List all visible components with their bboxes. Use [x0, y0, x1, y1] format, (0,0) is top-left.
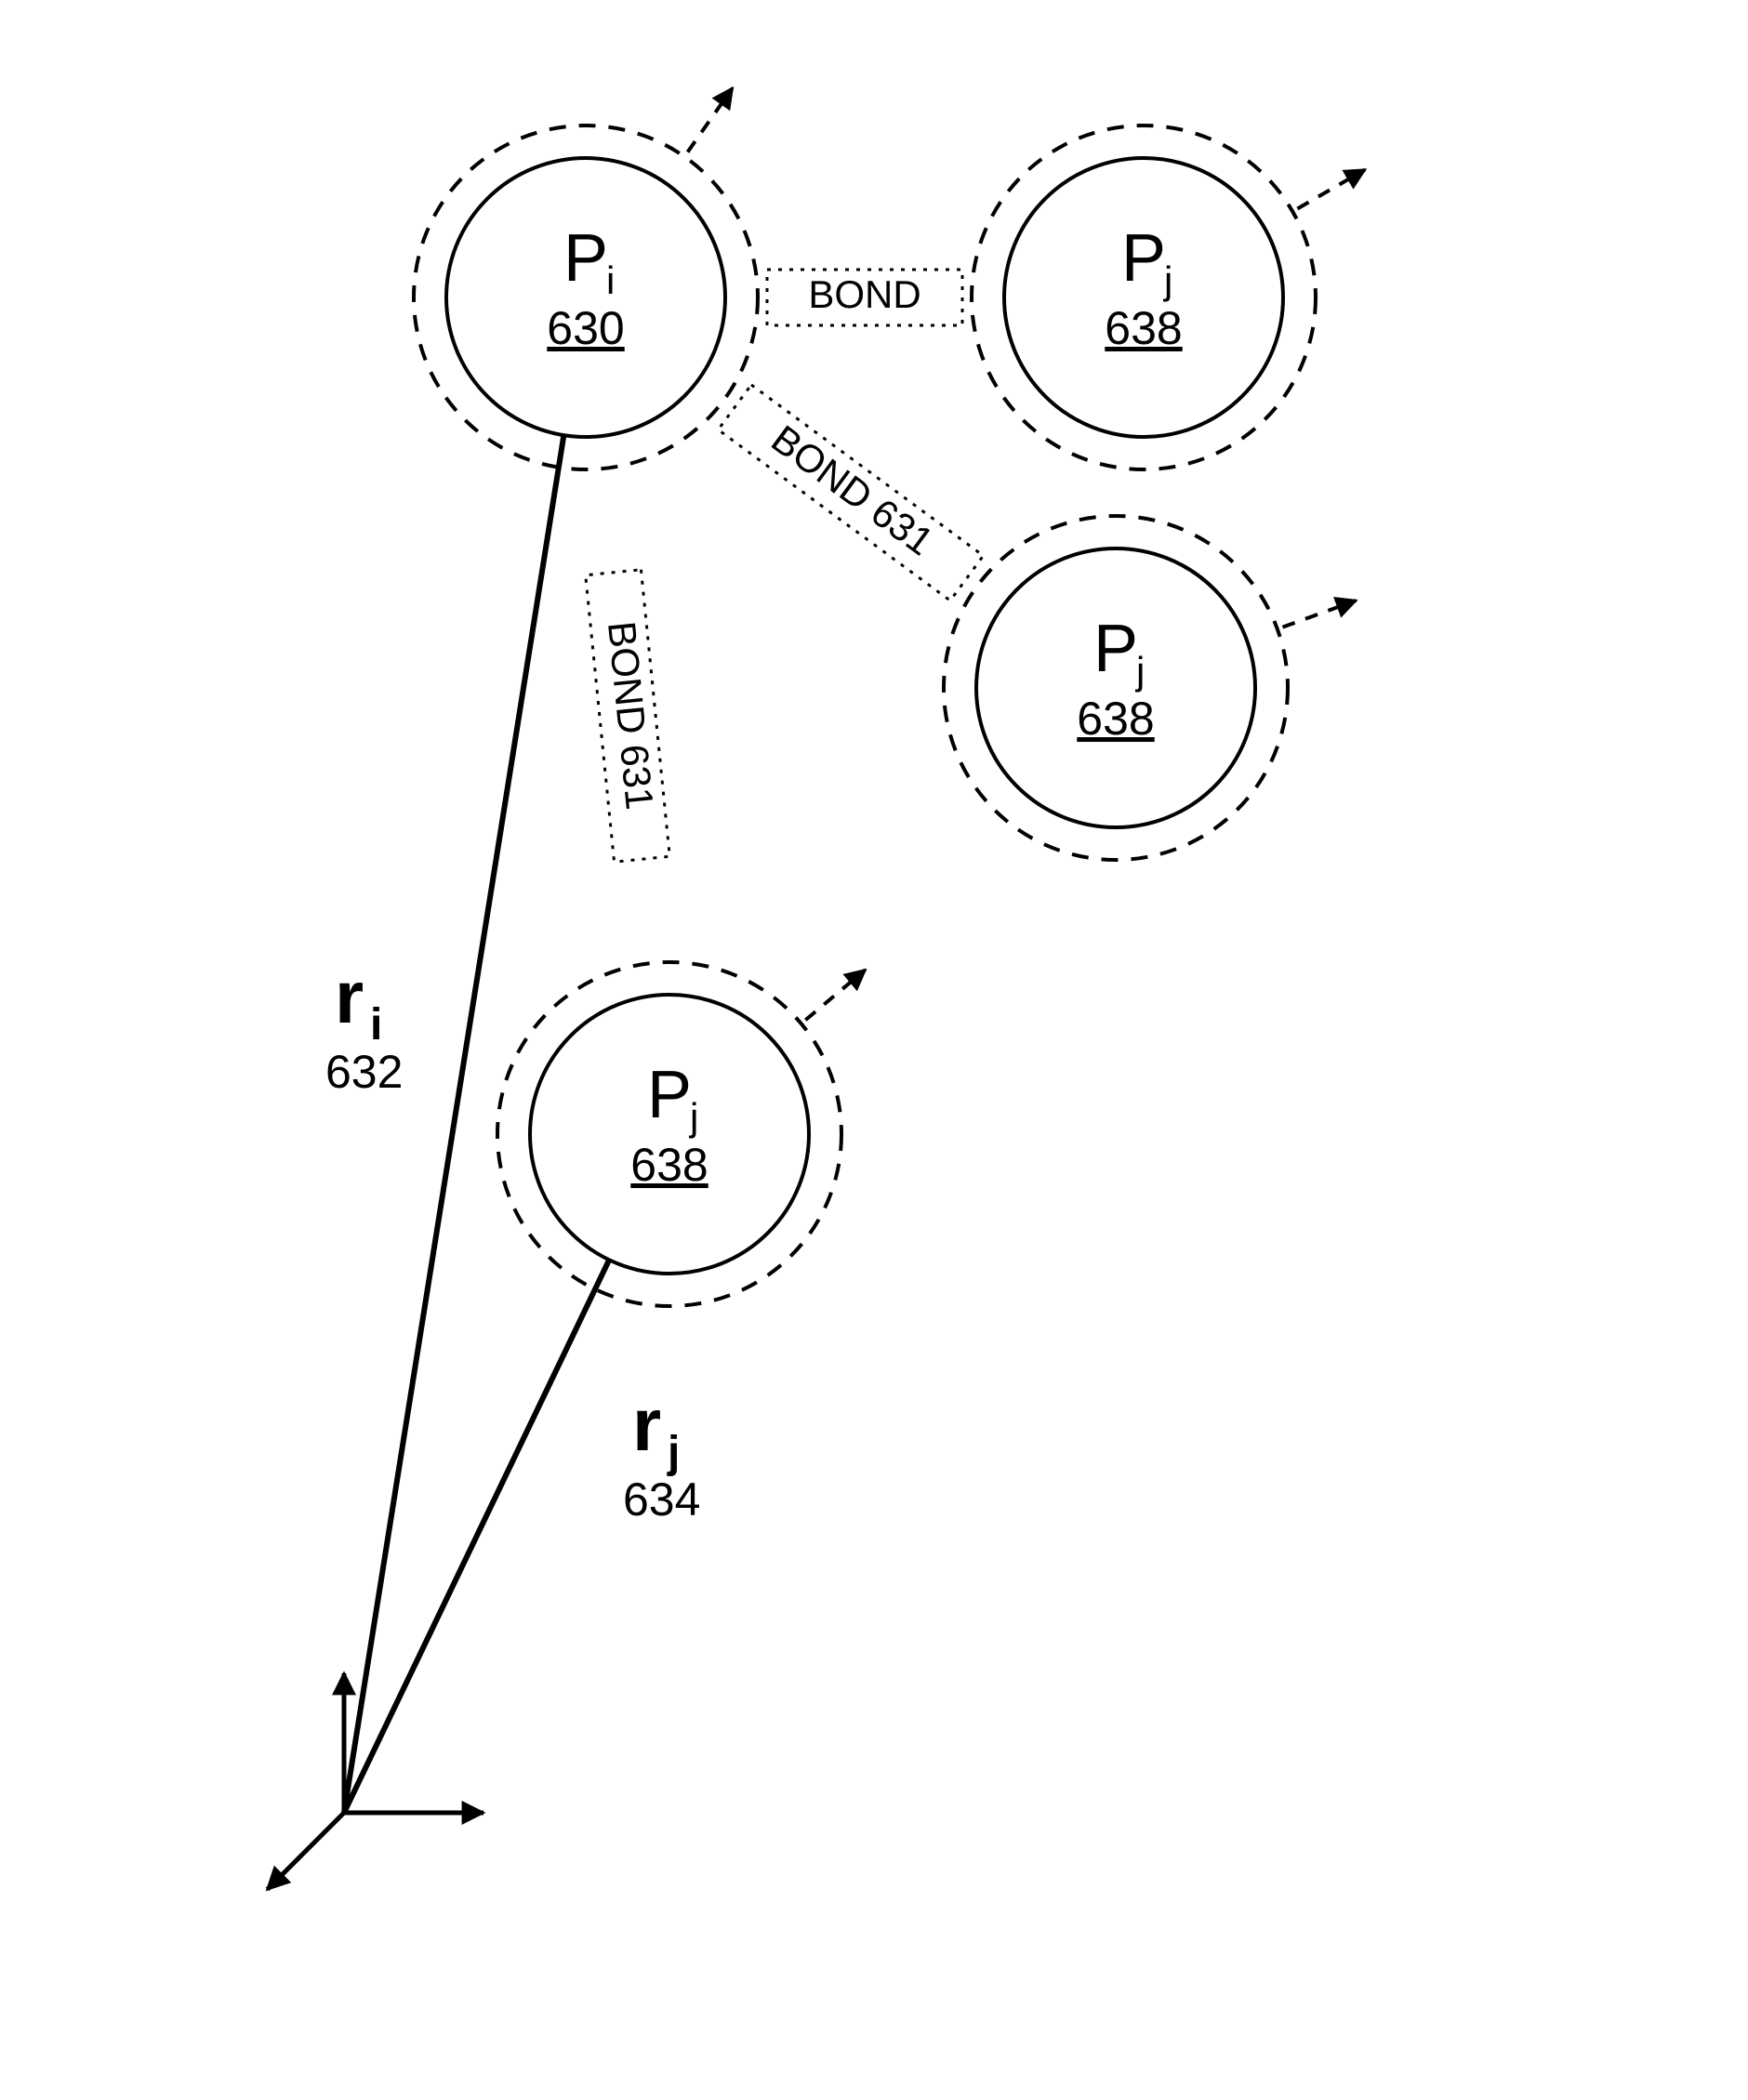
svg-text:r: r: [335, 956, 364, 1038]
bond: BOND 631: [718, 385, 983, 601]
particle-subscript: j: [1162, 258, 1172, 302]
particle-label: P: [563, 221, 608, 296]
particle-ref: 630: [547, 302, 624, 354]
particle-pj_bot: Pj638: [497, 962, 866, 1306]
bond: BOND: [767, 270, 962, 325]
inner-circle: [530, 995, 809, 1274]
svg-text:634: 634: [623, 1473, 700, 1525]
inner-circle: [976, 548, 1255, 827]
particle-subscript: i: [606, 258, 615, 302]
svg-text:632: 632: [325, 1046, 403, 1098]
motion-arrow: [1282, 601, 1356, 627]
particle-ref: 638: [1077, 693, 1154, 745]
bond: BOND 631: [586, 570, 670, 862]
inner-circle: [446, 158, 725, 437]
particle-label: P: [1093, 612, 1138, 686]
particle-subscript: j: [1134, 649, 1145, 693]
bond-label: BOND: [808, 272, 920, 316]
particle-label: P: [1121, 221, 1166, 296]
motion-arrow: [1297, 170, 1365, 209]
particle-subscript: j: [688, 1095, 698, 1139]
particle-label: P: [647, 1058, 692, 1132]
particle-pj_top: Pj638: [972, 125, 1365, 469]
vector-label-rj: rj634: [623, 1383, 700, 1525]
origin-axes: [268, 1673, 484, 1890]
vector-rj: [344, 1178, 648, 1813]
particle-pi: Pi630: [414, 88, 758, 469]
motion-arrow: [688, 88, 733, 152]
svg-text:j: j: [667, 1428, 680, 1477]
particle-pj_mid: Pj638: [944, 516, 1356, 860]
bond-label: BOND 631: [763, 416, 941, 563]
motion-arrow: [805, 970, 865, 1020]
svg-text:r: r: [632, 1383, 661, 1466]
vector-label-ri: ri632: [325, 956, 403, 1098]
particle-ref: 638: [1105, 302, 1182, 354]
particle-ref: 638: [630, 1139, 708, 1191]
svg-text:i: i: [370, 1000, 382, 1050]
inner-circle: [1004, 158, 1283, 437]
